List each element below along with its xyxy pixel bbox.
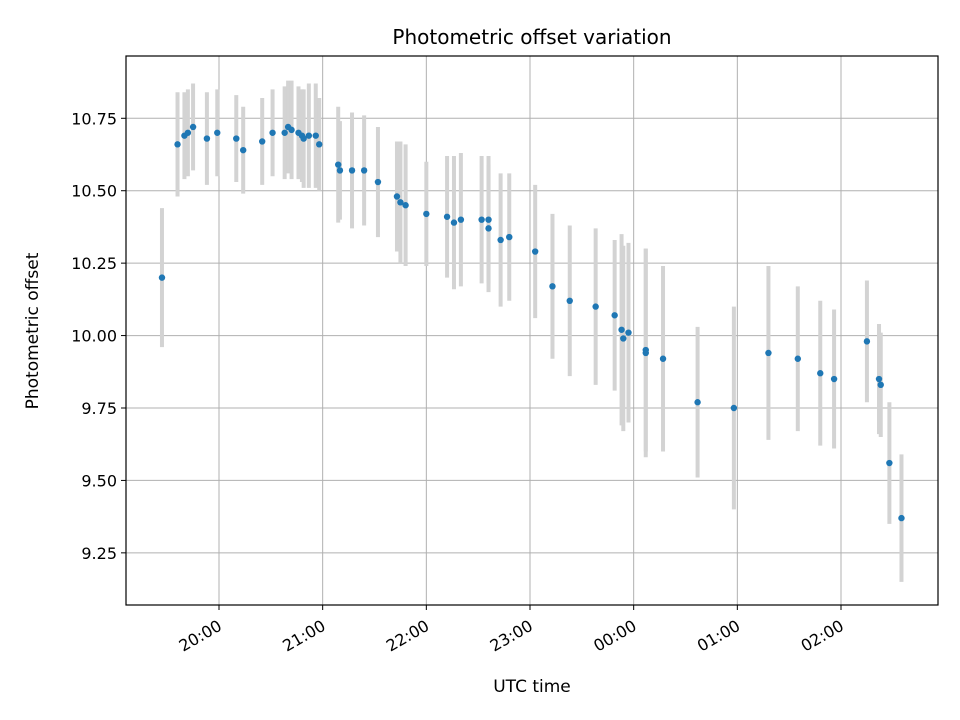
data-point	[423, 210, 430, 218]
data-point	[184, 129, 192, 136]
data-point	[269, 129, 276, 136]
data-point	[830, 375, 838, 383]
y-tick-label: 10.50	[71, 182, 117, 201]
data-point	[485, 216, 492, 223]
data-point	[203, 135, 211, 142]
data-point	[258, 138, 266, 145]
data-point	[336, 167, 344, 174]
data-point	[549, 283, 556, 290]
plot-frame	[125, 55, 939, 606]
data-point	[189, 123, 197, 131]
chart-title: Photometric offset variation	[392, 25, 671, 49]
y-tick-label: 10.25	[71, 254, 117, 273]
data-point	[625, 329, 632, 336]
data-point	[531, 248, 539, 255]
y-tick-label: 10.75	[71, 109, 117, 128]
data-point	[335, 161, 342, 168]
data-point	[312, 132, 319, 139]
data-point	[863, 338, 871, 345]
x-axis-label: UTC time	[493, 677, 571, 697]
data-point	[611, 312, 618, 319]
data-point	[393, 193, 401, 200]
data-point	[642, 349, 649, 357]
data-point	[694, 399, 701, 406]
y-tick-label: 9.75	[81, 399, 117, 418]
data-point	[877, 381, 884, 389]
data-point	[214, 129, 221, 136]
data-point	[659, 355, 667, 362]
y-axis-label: Photometric offset	[23, 252, 43, 409]
data-point	[566, 297, 573, 305]
data-point	[397, 199, 404, 206]
data-point	[886, 459, 893, 467]
data-point	[174, 141, 181, 148]
data-point	[794, 355, 802, 362]
data-point	[875, 375, 883, 383]
data-point	[300, 135, 307, 142]
data-point	[316, 141, 323, 148]
data-point	[450, 219, 458, 226]
data-point	[374, 178, 382, 186]
data-point	[620, 335, 627, 342]
data-point	[402, 202, 409, 209]
data-point	[281, 129, 288, 136]
data-point	[618, 326, 625, 333]
data-point	[592, 303, 599, 310]
data-point	[457, 216, 465, 223]
y-axis-ticks: 9.25 9.50 9.75 10.00 10.25 10.50 10.75	[71, 109, 126, 563]
data-point	[288, 126, 295, 134]
data-point	[478, 216, 485, 223]
data-point	[239, 146, 247, 154]
grid-lines	[126, 56, 938, 605]
y-tick-label: 9.25	[81, 544, 117, 563]
data-point	[506, 233, 513, 241]
data-point	[765, 349, 772, 357]
data-point	[348, 167, 356, 174]
data-point	[233, 135, 240, 142]
data-point	[485, 225, 492, 232]
data-point	[497, 236, 504, 244]
data-points	[158, 123, 905, 522]
data-point	[360, 167, 368, 174]
data-point	[158, 274, 166, 281]
data-point	[730, 404, 738, 412]
data-point	[898, 514, 905, 522]
y-tick-label: 10.00	[71, 327, 117, 346]
data-point	[305, 132, 313, 139]
y-tick-label: 9.50	[81, 471, 117, 490]
data-point	[443, 213, 451, 220]
data-point	[817, 370, 824, 377]
